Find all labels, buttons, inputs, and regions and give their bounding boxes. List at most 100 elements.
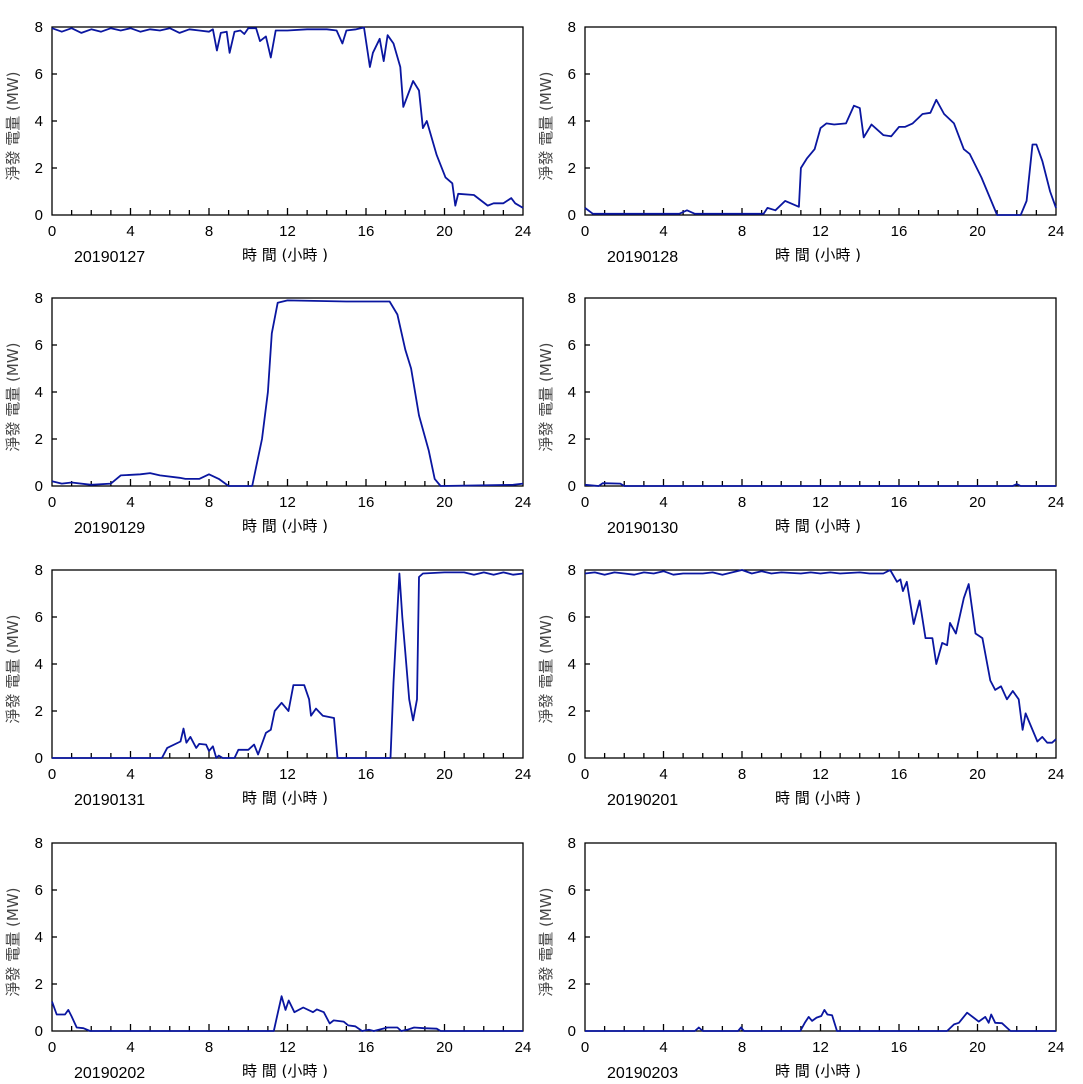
x-tick-label: 0: [48, 1039, 56, 1056]
y-axis-title: 淨發 電量 (MW): [537, 342, 555, 451]
x-tick-label: 4: [126, 223, 134, 240]
y-axis-title: 淨發 電量 (MW): [537, 71, 555, 180]
y-tick-label: 6: [35, 609, 43, 626]
y-tick-label: 6: [568, 609, 576, 626]
y-tick-label: 2: [35, 160, 43, 177]
x-axis-title: 時 間 (小時 ): [242, 517, 328, 535]
x-tick-label: 16: [891, 1039, 908, 1056]
x-tick-label: 16: [358, 223, 375, 240]
y-tick-label: 0: [35, 478, 43, 495]
y-tick-label: 0: [568, 478, 576, 495]
y-axis-title: 淨發 電量 (MW): [4, 887, 22, 996]
x-tick-label: 20: [436, 223, 453, 240]
y-tick-label: 6: [568, 337, 576, 354]
x-tick-label: 8: [738, 1039, 746, 1056]
x-tick-label: 16: [358, 1039, 375, 1056]
x-tick-label: 8: [205, 494, 213, 511]
y-tick-label: 0: [568, 1023, 576, 1040]
x-tick-label: 12: [812, 1039, 829, 1056]
y-tick-label: 6: [35, 882, 43, 899]
y-tick-label: 8: [35, 19, 43, 36]
x-tick-label: 0: [48, 494, 56, 511]
y-tick-label: 4: [35, 656, 43, 673]
y-tick-label: 4: [35, 384, 43, 401]
y-tick-label: 4: [568, 656, 576, 673]
x-tick-label: 12: [279, 223, 296, 240]
y-tick-label: 8: [568, 562, 576, 579]
series-line: [584, 569, 1057, 744]
y-tick-label: 8: [568, 19, 576, 36]
x-tick-label: 0: [581, 494, 589, 511]
y-tick-label: 0: [35, 207, 43, 224]
x-tick-label: 4: [659, 223, 667, 240]
plot-frame: [584, 842, 1057, 1032]
series-line: [584, 98, 1057, 216]
y-tick-label: 2: [568, 431, 576, 448]
date-label: 20190130: [607, 520, 678, 537]
x-axis-title: 時 間 (小時 ): [775, 517, 861, 535]
y-tick-label: 8: [35, 562, 43, 579]
y-tick-label: 8: [35, 835, 43, 852]
y-tick-label: 2: [35, 703, 43, 720]
x-tick-label: 20: [969, 766, 986, 783]
x-tick-label: 8: [738, 766, 746, 783]
x-tick-label: 16: [891, 223, 908, 240]
plot-frame: [584, 26, 1057, 216]
x-tick-label: 0: [581, 1039, 589, 1056]
x-tick-label: 0: [581, 766, 589, 783]
x-tick-label: 8: [205, 223, 213, 240]
y-tick-label: 6: [35, 66, 43, 83]
series-line: [51, 26, 524, 209]
y-tick-label: 2: [568, 160, 576, 177]
y-tick-label: 4: [568, 113, 576, 130]
x-tick-label: 8: [738, 494, 746, 511]
x-tick-label: 20: [969, 494, 986, 511]
x-tick-label: 20: [969, 223, 986, 240]
date-label: 20190128: [607, 249, 678, 266]
x-tick-label: 8: [738, 223, 746, 240]
x-tick-label: 4: [126, 494, 134, 511]
x-tick-label: 16: [891, 766, 908, 783]
y-tick-label: 4: [568, 929, 576, 946]
y-tick-label: 4: [35, 929, 43, 946]
plot-frame: [51, 297, 524, 487]
y-tick-label: 2: [35, 976, 43, 993]
y-tick-label: 2: [568, 703, 576, 720]
x-tick-label: 4: [126, 766, 134, 783]
x-tick-label: 4: [659, 766, 667, 783]
y-tick-label: 4: [568, 384, 576, 401]
date-label: 20190203: [607, 1065, 678, 1082]
x-tick-label: 12: [279, 766, 296, 783]
x-tick-label: 12: [279, 494, 296, 511]
x-tick-label: 12: [812, 223, 829, 240]
x-axis-title: 時 間 (小時 ): [775, 1062, 861, 1080]
y-tick-label: 0: [568, 750, 576, 767]
x-tick-label: 16: [358, 766, 375, 783]
x-tick-label: 12: [279, 1039, 296, 1056]
y-axis-title: 淨發 電量 (MW): [537, 614, 555, 723]
series-line: [52, 571, 524, 759]
y-tick-label: 8: [568, 835, 576, 852]
plot-frame: [51, 26, 524, 216]
plot-frame: [584, 569, 1057, 759]
x-tick-label: 12: [812, 766, 829, 783]
x-tick-label: 20: [969, 1039, 986, 1056]
x-tick-label: 8: [205, 1039, 213, 1056]
y-axis-title: 淨發 電量 (MW): [4, 614, 22, 723]
y-tick-label: 0: [568, 207, 576, 224]
y-axis-title: 淨發 電量 (MW): [537, 887, 555, 996]
x-axis-title: 時 間 (小時 ): [242, 246, 328, 264]
date-label: 20190202: [74, 1065, 145, 1082]
x-tick-label: 24: [1048, 766, 1065, 783]
x-axis-title: 時 間 (小時 ): [242, 789, 328, 807]
date-label: 20190131: [74, 792, 145, 809]
x-tick-label: 8: [205, 766, 213, 783]
x-axis-title: 時 間 (小時 ): [775, 789, 861, 807]
